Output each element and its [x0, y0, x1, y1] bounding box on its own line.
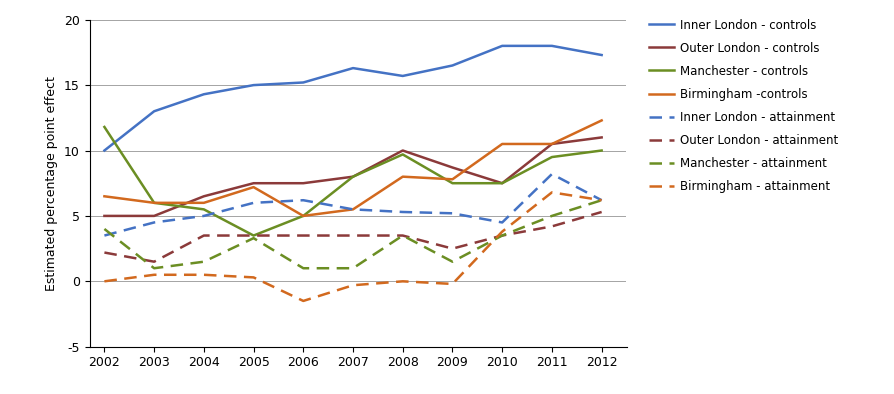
Manchester - attainment	[496, 233, 507, 238]
Birmingham - attainment	[347, 283, 358, 288]
Inner London - controls	[99, 148, 110, 153]
Manchester - attainment	[248, 236, 258, 240]
Outer London - attainment	[546, 224, 557, 229]
Outer London - controls	[447, 165, 458, 170]
Outer London - controls	[248, 181, 258, 186]
Inner London - controls	[148, 109, 159, 113]
Manchester - attainment	[198, 259, 209, 264]
Manchester - controls	[447, 181, 458, 186]
Inner London - controls	[298, 80, 308, 85]
Outer London - controls	[397, 148, 408, 153]
Birmingham - attainment	[496, 229, 507, 234]
Inner London - controls	[447, 63, 458, 68]
Manchester - controls	[496, 181, 507, 186]
Outer London - controls	[99, 214, 110, 218]
Manchester - attainment	[148, 266, 159, 271]
Manchester - controls	[148, 201, 159, 205]
Inner London - controls	[347, 66, 358, 71]
Birmingham -controls	[148, 201, 159, 205]
Birmingham -controls	[496, 141, 507, 146]
Inner London - attainment	[347, 207, 358, 212]
Line: Birmingham - attainment: Birmingham - attainment	[105, 192, 601, 301]
Inner London - controls	[496, 43, 507, 48]
Outer London - attainment	[347, 233, 358, 238]
Birmingham - attainment	[99, 279, 110, 284]
Outer London - attainment	[397, 233, 408, 238]
Birmingham - attainment	[148, 272, 159, 277]
Line: Inner London - attainment: Inner London - attainment	[105, 174, 601, 236]
Birmingham -controls	[347, 207, 358, 212]
Inner London - attainment	[546, 172, 557, 177]
Outer London - attainment	[198, 233, 209, 238]
Manchester - attainment	[595, 198, 606, 203]
Outer London - controls	[298, 181, 308, 186]
Inner London - attainment	[198, 214, 209, 218]
Manchester - controls	[595, 148, 606, 153]
Line: Manchester - controls: Manchester - controls	[105, 127, 601, 236]
Birmingham - attainment	[595, 198, 606, 203]
Outer London - attainment	[595, 210, 606, 214]
Outer London - controls	[148, 214, 159, 218]
Birmingham -controls	[397, 174, 408, 179]
Manchester - controls	[347, 174, 358, 179]
Inner London - attainment	[298, 198, 308, 203]
Outer London - attainment	[298, 233, 308, 238]
Inner London - controls	[198, 92, 209, 97]
Birmingham -controls	[99, 194, 110, 199]
Outer London - attainment	[148, 259, 159, 264]
Outer London - attainment	[496, 233, 507, 238]
Manchester - attainment	[298, 266, 308, 271]
Outer London - controls	[496, 181, 507, 186]
Inner London - attainment	[148, 220, 159, 225]
Manchester - attainment	[347, 266, 358, 271]
Birmingham -controls	[546, 141, 557, 146]
Inner London - controls	[397, 74, 408, 78]
Outer London - controls	[198, 194, 209, 199]
Inner London - attainment	[248, 201, 258, 205]
Outer London - controls	[347, 174, 358, 179]
Inner London - attainment	[99, 233, 110, 238]
Manchester - controls	[546, 155, 557, 160]
Inner London - attainment	[595, 198, 606, 203]
Outer London - attainment	[248, 233, 258, 238]
Inner London - controls	[595, 53, 606, 58]
Line: Birmingham -controls: Birmingham -controls	[105, 121, 601, 216]
Manchester - controls	[248, 233, 258, 238]
Birmingham - attainment	[546, 190, 557, 195]
Line: Outer London - controls: Outer London - controls	[105, 138, 601, 216]
Birmingham - attainment	[397, 279, 408, 284]
Birmingham - attainment	[447, 282, 458, 286]
Birmingham -controls	[447, 177, 458, 182]
Outer London - attainment	[447, 246, 458, 251]
Birmingham -controls	[248, 185, 258, 190]
Manchester - attainment	[447, 259, 458, 264]
Inner London - attainment	[447, 211, 458, 216]
Birmingham -controls	[198, 201, 209, 205]
Manchester - controls	[99, 125, 110, 129]
Line: Outer London - attainment: Outer London - attainment	[105, 212, 601, 262]
Manchester - controls	[198, 207, 209, 212]
Inner London - controls	[546, 43, 557, 48]
Manchester - attainment	[99, 227, 110, 231]
Inner London - attainment	[397, 210, 408, 214]
Manchester - controls	[298, 214, 308, 218]
Birmingham - attainment	[298, 299, 308, 303]
Y-axis label: Estimated percentage point effect: Estimated percentage point effect	[46, 76, 58, 291]
Outer London - attainment	[99, 250, 110, 255]
Outer London - controls	[595, 135, 606, 140]
Line: Manchester - attainment: Manchester - attainment	[105, 200, 601, 268]
Birmingham - attainment	[248, 275, 258, 280]
Birmingham -controls	[298, 214, 308, 218]
Outer London - controls	[546, 141, 557, 146]
Line: Inner London - controls: Inner London - controls	[105, 46, 601, 151]
Manchester - attainment	[397, 233, 408, 238]
Birmingham - attainment	[198, 272, 209, 277]
Inner London - controls	[248, 83, 258, 87]
Legend: Inner London - controls, Outer London - controls, Manchester - controls, Birming: Inner London - controls, Outer London - …	[648, 19, 838, 193]
Birmingham -controls	[595, 118, 606, 123]
Inner London - attainment	[496, 220, 507, 225]
Manchester - attainment	[546, 214, 557, 218]
Manchester - controls	[397, 152, 408, 157]
